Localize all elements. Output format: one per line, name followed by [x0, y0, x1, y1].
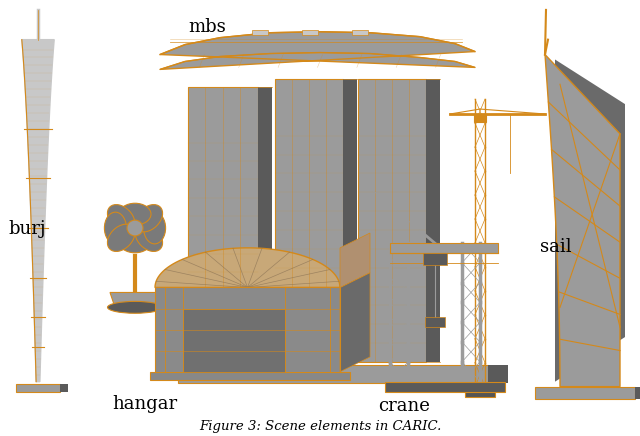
Bar: [423, 253, 447, 265]
Bar: [258, 87, 272, 365]
Text: hangar: hangar: [112, 395, 177, 412]
Circle shape: [127, 220, 143, 236]
Bar: [343, 79, 357, 362]
Text: sail: sail: [540, 238, 572, 256]
Polygon shape: [545, 54, 620, 387]
Bar: [183, 309, 285, 372]
Bar: [252, 30, 268, 35]
Bar: [302, 30, 318, 35]
Polygon shape: [155, 248, 340, 287]
Bar: [385, 382, 505, 392]
Bar: [60, 384, 68, 392]
Polygon shape: [340, 272, 370, 372]
Bar: [488, 365, 508, 383]
Bar: [188, 87, 258, 365]
Polygon shape: [555, 59, 625, 382]
Bar: [635, 387, 640, 399]
Text: mbs: mbs: [188, 18, 226, 36]
Bar: [390, 243, 498, 253]
Bar: [425, 317, 445, 327]
Bar: [426, 79, 440, 362]
Text: burj: burj: [8, 220, 45, 238]
Polygon shape: [110, 293, 160, 307]
Ellipse shape: [108, 224, 135, 252]
Ellipse shape: [108, 301, 163, 313]
Ellipse shape: [104, 212, 127, 244]
Bar: [16, 384, 60, 392]
Ellipse shape: [119, 203, 151, 225]
Bar: [535, 387, 635, 399]
Bar: [150, 372, 350, 380]
Ellipse shape: [119, 231, 151, 253]
Ellipse shape: [135, 224, 163, 252]
Bar: [465, 387, 495, 397]
Text: crane: crane: [378, 397, 430, 415]
Bar: [474, 114, 486, 122]
Bar: [275, 79, 343, 362]
Ellipse shape: [143, 212, 166, 244]
Ellipse shape: [135, 204, 163, 232]
Bar: [358, 79, 426, 362]
Polygon shape: [160, 32, 475, 69]
Text: Figure 3: Scene elements in CARIC.: Figure 3: Scene elements in CARIC.: [199, 420, 441, 433]
Polygon shape: [340, 233, 370, 287]
Bar: [178, 365, 488, 383]
Polygon shape: [22, 40, 54, 382]
Bar: [155, 287, 340, 372]
Ellipse shape: [108, 204, 135, 232]
Bar: [352, 30, 368, 35]
